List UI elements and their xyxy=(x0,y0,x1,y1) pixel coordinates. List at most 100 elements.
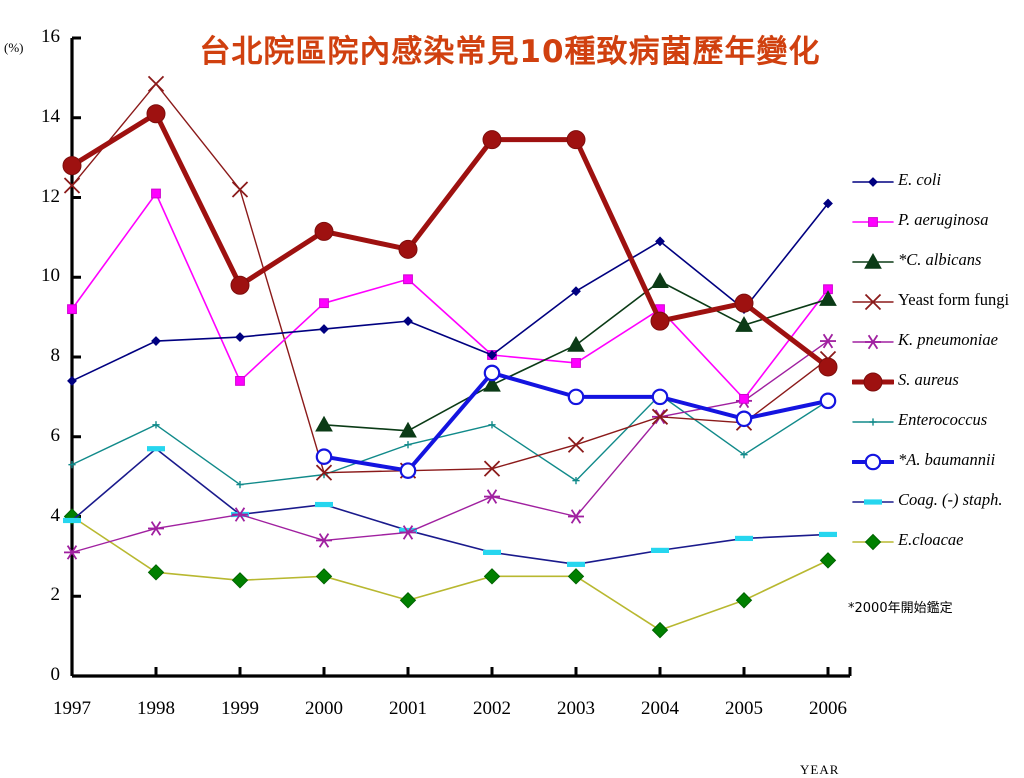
data-point-marker xyxy=(571,286,581,297)
data-point-marker xyxy=(147,75,165,92)
data-point-marker xyxy=(315,464,333,481)
data-point-marker xyxy=(567,388,585,406)
x-axis-title: YEAR xyxy=(800,762,840,777)
data-point-marker xyxy=(67,304,77,315)
data-point-marker xyxy=(868,177,878,187)
data-point-marker xyxy=(151,336,161,346)
legend-marker-icon xyxy=(852,330,894,350)
legend-item-yeast-form-fungi[interactable]: Yeast form fungi xyxy=(852,280,1024,320)
data-point-marker xyxy=(151,188,161,199)
data-point-marker xyxy=(148,521,164,536)
x-axis-tick: 2000 xyxy=(305,698,343,719)
legend-label: P. aeruginosa xyxy=(898,210,989,229)
data-point-marker xyxy=(864,453,882,471)
data-point-marker xyxy=(398,239,418,259)
legend-label: Yeast form fungi xyxy=(898,290,1010,309)
data-point-marker xyxy=(62,156,82,176)
data-point-marker xyxy=(483,364,501,382)
legend-label: K. pneumoniae xyxy=(898,330,998,349)
data-point-marker xyxy=(571,358,581,368)
series--a-baumannii xyxy=(315,364,837,479)
legend-item-s-aureus[interactable]: S. aureus xyxy=(850,360,1024,400)
x-axis-tick: 2004 xyxy=(641,698,679,719)
series-e-coli xyxy=(67,198,833,386)
x-axis-tick: 2005 xyxy=(725,698,763,719)
data-point-marker xyxy=(483,549,501,555)
legend-item--c-albicans[interactable]: *C. albicans xyxy=(852,240,1024,280)
data-point-marker xyxy=(739,393,749,404)
legend-marker-icon xyxy=(852,410,894,430)
axes xyxy=(70,36,852,678)
data-point-marker xyxy=(819,290,837,306)
series--c-albicans xyxy=(315,272,837,438)
y-axis-unit-label: (%) xyxy=(4,40,24,55)
data-point-marker xyxy=(404,441,412,449)
legend-label: E. coli xyxy=(898,170,942,189)
y-axis-tick: 4 xyxy=(50,504,61,526)
legend-marker-icon xyxy=(851,450,895,471)
data-point-marker xyxy=(868,217,878,227)
data-point-marker xyxy=(235,376,245,386)
data-point-marker xyxy=(819,531,837,538)
legend-marker-icon xyxy=(852,170,894,190)
data-point-marker xyxy=(146,104,166,124)
data-point-marker xyxy=(651,272,669,288)
data-point-marker xyxy=(230,275,250,295)
data-point-marker xyxy=(403,274,413,285)
data-point-marker xyxy=(823,198,833,209)
legend: E. coli P. aeruginosa *C. albicans Yeast fo… xyxy=(850,160,1024,560)
data-point-marker xyxy=(482,130,502,150)
y-axis-tick: 0 xyxy=(50,664,61,685)
data-point-marker xyxy=(864,252,882,269)
data-point-marker xyxy=(487,350,497,360)
page-title: 台北院區院內感染常見10種致病菌歷年變化 xyxy=(199,34,821,70)
legend-item--a-baumannii[interactable]: *A. baumannii xyxy=(851,440,1024,480)
y-axis-tick: 2 xyxy=(50,584,61,606)
data-point-marker xyxy=(483,568,501,585)
data-point-marker xyxy=(864,499,882,505)
data-point-marker xyxy=(231,181,249,198)
data-point-marker xyxy=(820,333,836,349)
data-point-marker xyxy=(566,130,586,150)
x-axis-tick: 1998 xyxy=(137,698,175,719)
x-axis-tick: 1999 xyxy=(221,698,259,719)
data-point-marker xyxy=(734,293,754,313)
legend-item-e-coli[interactable]: E. coli xyxy=(852,160,1024,200)
legend-item-e-cloacae[interactable]: E.cloacae xyxy=(852,520,1024,560)
y-axis-tick: 14 xyxy=(41,105,60,127)
data-point-marker xyxy=(63,177,81,194)
data-point-marker xyxy=(572,477,580,485)
data-point-marker xyxy=(319,324,329,334)
legend-marker-icon xyxy=(852,530,894,551)
data-point-marker xyxy=(315,415,333,432)
legend-item-p-aeruginosa[interactable]: P. aeruginosa xyxy=(852,200,1024,240)
y-axis-tick: 8 xyxy=(50,345,61,366)
legend-item-enterococcus[interactable]: Enterococcus xyxy=(852,400,1024,440)
data-point-marker xyxy=(864,293,882,311)
data-point-marker xyxy=(315,501,333,508)
data-point-marker xyxy=(567,568,585,585)
legend-marker-icon xyxy=(850,370,896,392)
data-point-marker xyxy=(399,421,417,438)
legend-label: *A. baumannii xyxy=(898,450,996,469)
legend-item-coag-staph-[interactable]: Coag. (-) staph. xyxy=(852,480,1024,520)
data-point-marker xyxy=(651,547,669,553)
data-point-marker xyxy=(403,316,413,327)
data-point-marker xyxy=(64,545,80,560)
data-point-marker xyxy=(315,448,333,465)
series-p-aeruginosa xyxy=(67,188,833,404)
data-point-marker xyxy=(316,533,332,548)
data-point-marker xyxy=(319,298,329,309)
x-axis-tick: 1997 xyxy=(53,698,91,719)
data-point-marker xyxy=(236,481,244,489)
data-point-marker xyxy=(863,372,883,392)
data-point-marker xyxy=(864,533,882,551)
legend-item-k-pneumoniae[interactable]: K. pneumoniae xyxy=(852,320,1024,360)
data-point-marker xyxy=(655,236,665,247)
data-point-marker xyxy=(568,509,584,524)
legend-label: *C. albicans xyxy=(898,250,982,269)
data-point-marker xyxy=(735,316,753,332)
y-axis-tick: 6 xyxy=(50,424,61,446)
data-point-marker xyxy=(650,311,670,331)
